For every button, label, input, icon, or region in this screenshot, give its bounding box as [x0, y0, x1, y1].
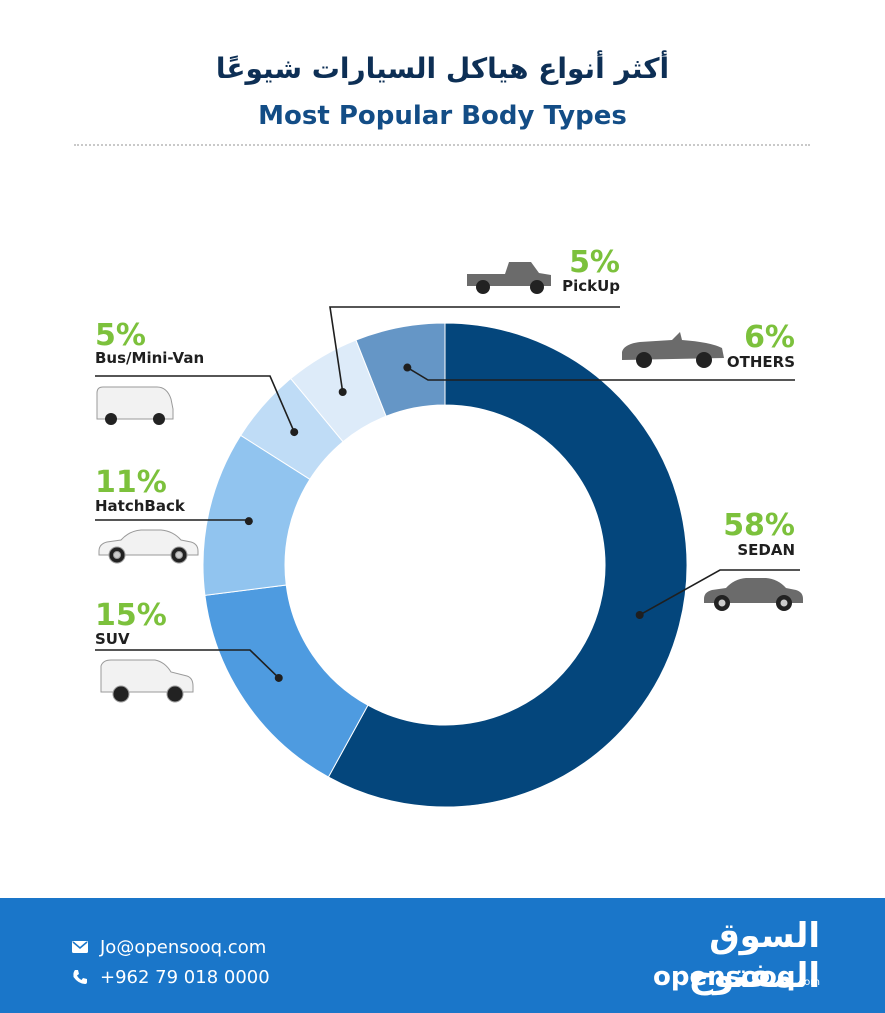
email-text[interactable]: Jo@opensooq.com	[100, 936, 267, 958]
leader-dot-others	[403, 363, 412, 372]
slice-others	[355, 322, 446, 417]
category-label-suv: SUV	[95, 630, 130, 648]
donut-chart: 58%SEDAN15%SUV11%HatchBack5%Bus/Mini-Van…	[95, 245, 803, 808]
percent-label-others: 6%	[744, 320, 795, 355]
suv-icon	[100, 659, 194, 703]
logo-arabic: السوق المفتوح	[688, 916, 820, 996]
logo-wordmark: opensooq	[653, 962, 796, 992]
logo-suffix: .com	[795, 977, 820, 988]
leader-line-pickup	[329, 306, 620, 393]
phone-icon	[73, 970, 87, 984]
van-icon	[96, 386, 174, 425]
leader-dot-pickup	[338, 387, 347, 396]
convertible-icon	[622, 332, 724, 368]
category-label-bus-mini-van: Bus/Mini-Van	[95, 349, 204, 367]
hatchback-icon	[98, 529, 199, 564]
leader-line-sedan	[639, 569, 800, 616]
leader-dot-sedan	[635, 610, 644, 619]
mail-icon	[72, 941, 88, 953]
category-label-hatchback: HatchBack	[95, 497, 186, 515]
sedan-car-icon	[704, 578, 803, 611]
logo-english: opensooq.com	[640, 962, 820, 992]
leader-line-suv	[95, 649, 280, 679]
percent-label-bus-mini-van: 5%	[95, 318, 146, 353]
leader-line-others	[406, 366, 795, 381]
phone-text[interactable]: +962 79 018 0000	[100, 966, 270, 988]
email-row[interactable]: Jo@opensooq.com	[72, 936, 266, 958]
title-divider	[74, 144, 810, 146]
percent-label-hatchback: 11%	[95, 465, 167, 500]
slice-suv	[204, 584, 369, 778]
category-label-sedan: SEDAN	[737, 541, 795, 559]
title-arabic: أكثر أنواع هياكل السيارات شيوعًا	[215, 52, 670, 85]
leader-dot-bus-mini-van	[290, 428, 299, 437]
leader-line-bus-mini-van	[95, 375, 295, 433]
footer: Jo@opensooq.com +962 79 018 0000 السوق ا…	[0, 898, 885, 1013]
slice-sedan	[327, 322, 688, 808]
category-label-pickup: PickUp	[562, 277, 620, 295]
category-label-others: OTHERS	[727, 353, 795, 371]
leader-dot-suv	[274, 673, 283, 682]
pickup-truck-icon	[467, 262, 551, 294]
phone-row[interactable]: +962 79 018 0000	[72, 966, 270, 988]
percent-label-suv: 15%	[95, 598, 167, 633]
title-english: Most Popular Body Types	[258, 101, 627, 131]
percent-label-sedan: 58%	[723, 508, 795, 543]
leader-dot-hatchback	[244, 517, 253, 526]
percent-label-pickup: 5%	[569, 245, 620, 280]
